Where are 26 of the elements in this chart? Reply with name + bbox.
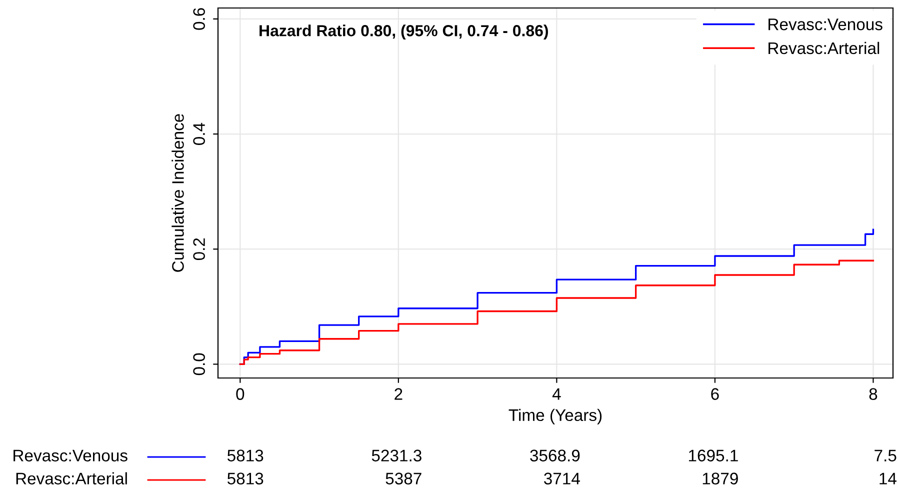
x-tick-label: 6	[711, 388, 719, 400]
text: 7.5	[874, 450, 896, 462]
x-axis-title: Time (Years)	[508, 408, 602, 424]
x-tick-label: 2	[394, 388, 402, 400]
x-tick-label: 0	[236, 388, 244, 400]
x-tick-label: 8	[869, 388, 878, 400]
x-tick-label: 4	[552, 388, 561, 400]
text: 5387	[386, 472, 422, 484]
y-tick-label: 0.2	[193, 238, 205, 260]
text: 3568.9	[530, 450, 580, 462]
text: 1879	[702, 472, 738, 484]
legend-label: Revasc:Arterial	[768, 42, 880, 54]
annotation: Hazard Ratio 0.80, (95% CI, 0.74 - 0.86)	[260, 24, 548, 40]
y-tick-label: 0.0	[193, 353, 205, 376]
text: 1695.1	[688, 450, 738, 462]
text: 3714	[544, 472, 580, 484]
text: 5231.3	[372, 450, 422, 462]
text: 14	[880, 472, 896, 484]
y-tick-label: 0.6	[193, 8, 205, 30]
text: 5813	[227, 450, 264, 462]
text: 5813	[227, 472, 264, 484]
y-axis-title: Cumulative Incidence	[172, 114, 184, 272]
text: Revasc:Arterial	[16, 472, 127, 484]
legend-label: Revasc:Venous	[768, 18, 882, 30]
text: Revasc:Venous	[14, 450, 128, 462]
y-tick-label: 0.4	[193, 122, 205, 145]
